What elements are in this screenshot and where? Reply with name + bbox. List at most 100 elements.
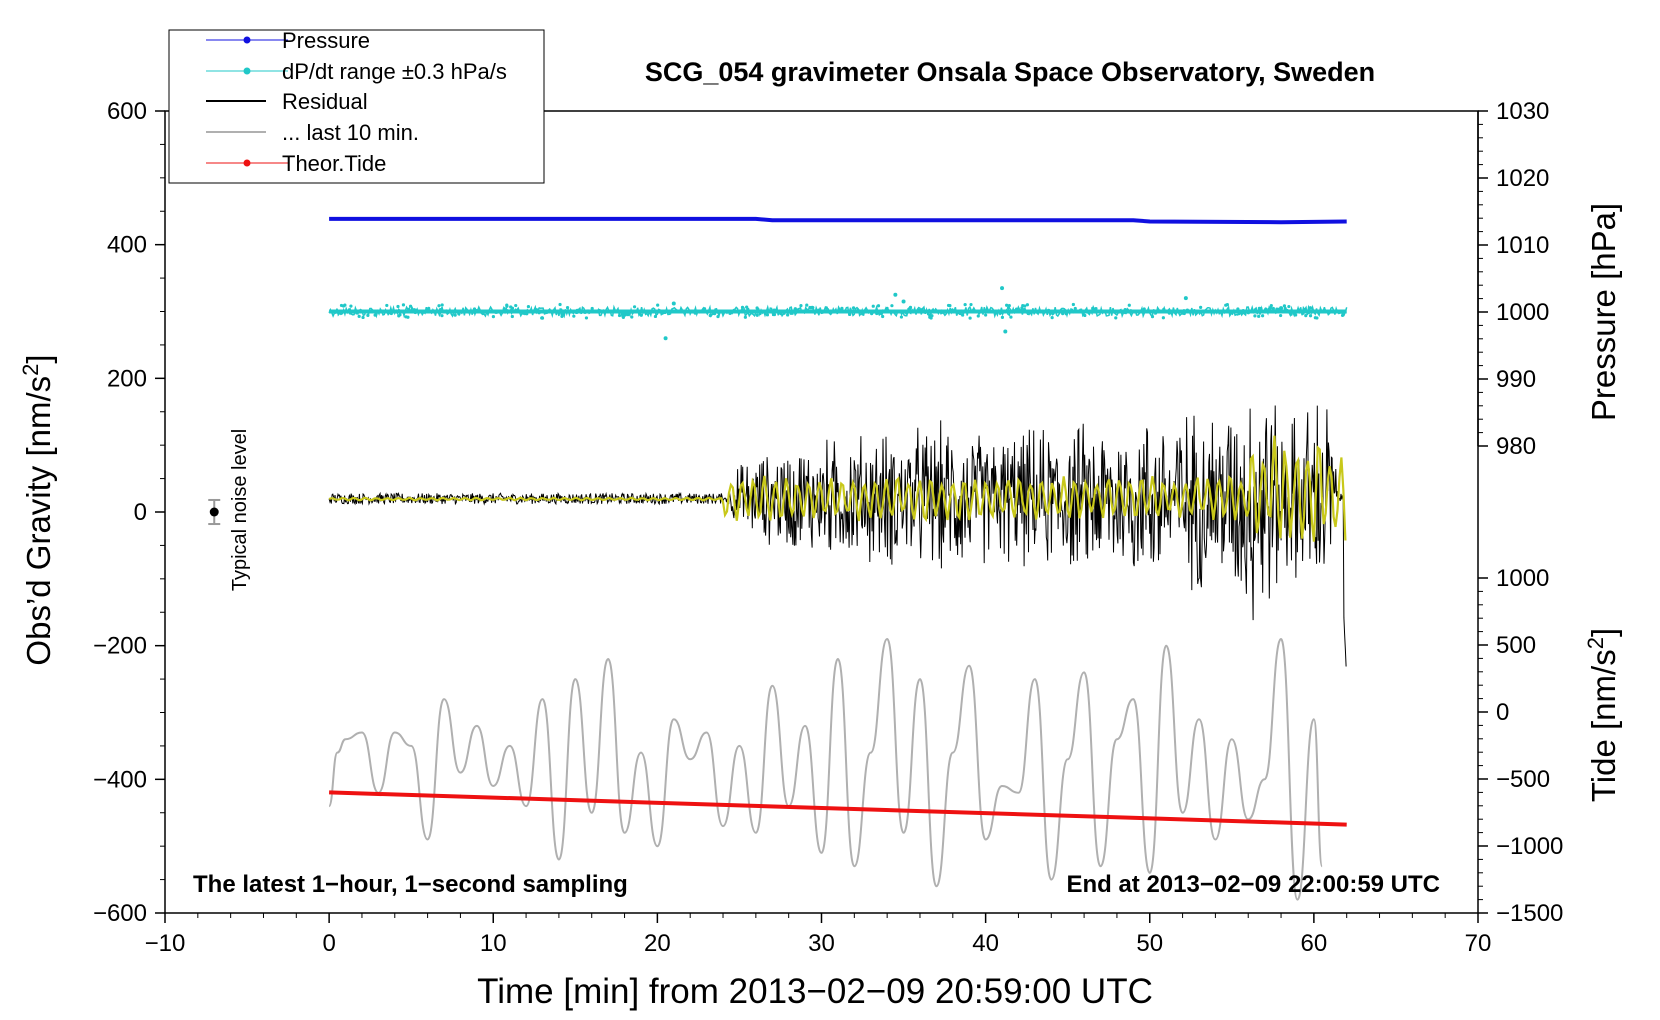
dpdt-point [343, 303, 347, 307]
dpdt-point [632, 305, 637, 309]
dpdt-point [789, 311, 793, 315]
dpdt-point [1283, 306, 1287, 311]
dpdt-point [1313, 316, 1317, 320]
dpdt-point [639, 313, 643, 317]
dpdt-point [805, 303, 809, 307]
dpdt-point [621, 315, 625, 319]
legend-entry-residual: Residual [206, 89, 368, 114]
dpdt-point [361, 315, 365, 320]
dpdt-point [755, 306, 759, 310]
dpdt-point [440, 303, 444, 307]
dpdt-point [444, 310, 449, 314]
dpdt-point [1025, 303, 1030, 307]
dpdt-point [1014, 307, 1019, 311]
dpdt-point [1114, 316, 1118, 320]
dpdt-point [1289, 312, 1293, 316]
dpdt-point [597, 308, 601, 313]
dpdt-point [946, 303, 951, 308]
series-last10-line [328, 637, 1324, 901]
dpdt-point [708, 313, 712, 318]
dpdt-point [876, 311, 880, 315]
x-tick-label: 10 [480, 930, 507, 957]
tide-tick-label: −500 [1496, 766, 1550, 793]
dpdt-point [851, 306, 856, 310]
dpdt-point [453, 313, 457, 317]
dpdt-point [940, 309, 944, 313]
legend-label-last10: ... last 10 min. [282, 120, 419, 145]
dpdt-point [565, 306, 570, 310]
dpdt-point [357, 314, 361, 318]
x-tick-label: 0 [322, 930, 335, 957]
dpdt-point [330, 310, 334, 314]
dpdt-point [1259, 306, 1263, 311]
dpdt-point [1241, 308, 1245, 313]
dpdt-point [702, 307, 707, 311]
dpdt-point [1162, 307, 1166, 312]
dpdt-point [406, 315, 410, 319]
dpdt-point [1127, 303, 1131, 307]
dpdt-point [349, 304, 353, 308]
dpdt-point [1287, 304, 1291, 309]
dpdt-point [510, 308, 514, 312]
legend-label-residual: Residual [282, 89, 368, 114]
dpdt-point [510, 314, 514, 319]
y-axis-label-close: ] [20, 354, 57, 363]
annotation-bottom-left: The latest 1−hour, 1−second sampling [193, 871, 628, 898]
x-tick-label: 60 [1301, 930, 1328, 957]
dpdt-point [741, 309, 745, 313]
dpdt-point [575, 308, 579, 312]
dpdt-point [961, 313, 965, 317]
legend-entry-pressure: Pressure [206, 28, 370, 53]
y-axis-label-sup: 2 [18, 364, 43, 376]
dpdt-point [572, 314, 576, 318]
dpdt-point [793, 307, 797, 311]
dpdt-point [1253, 314, 1257, 318]
dpdt-point [1193, 309, 1198, 314]
dpdt-point [514, 303, 518, 308]
y-axis-pressure: 980 990 1000 1010 1020 1030 [1477, 98, 1549, 460]
series-layer [328, 216, 1348, 901]
tide-axis-label-close: ] [1585, 628, 1622, 637]
dpdt-point [1064, 312, 1068, 316]
x-tick-label: 70 [1465, 930, 1492, 957]
y-tick-label: −200 [93, 633, 147, 660]
dpdt-point [373, 313, 377, 317]
dpdt-point [1123, 308, 1127, 312]
dpdt-point [584, 316, 589, 320]
y-axis-label: Obs’d Gravity [nm/s2] [18, 354, 57, 665]
tide-axis-label: Tide [nm/s2] [1583, 628, 1622, 802]
dpdt-point [617, 313, 622, 318]
dpdt-point [1275, 307, 1279, 311]
dpdt-point [1269, 303, 1273, 308]
y-axis-label-main: Obs’d Gravity [nm/s [20, 376, 57, 666]
tide-axis-label-sup: 2 [1583, 637, 1608, 649]
dpdt-point [540, 316, 544, 320]
dpdt-point [740, 305, 745, 309]
dpdt-point [535, 308, 539, 312]
dpdt-point [893, 310, 897, 315]
dpdt-point [521, 311, 525, 315]
dpdt-point [440, 314, 444, 318]
dpdt-point [1094, 306, 1098, 311]
dpdt-point [963, 303, 967, 307]
dpdt-point [795, 309, 799, 314]
dpdt-point [1199, 305, 1203, 309]
dpdt-point [1083, 313, 1087, 318]
y-axis-gravity: −600 −400 −200 0 200 400 600 [93, 98, 165, 927]
dpdt-point [1340, 313, 1345, 318]
dpdt-point [502, 307, 506, 311]
dpdt-point [408, 304, 413, 308]
dpdt-point [743, 315, 747, 319]
dpdt-point [1000, 315, 1005, 319]
pressure-tick-label: 1020 [1496, 165, 1549, 192]
dpdt-point [397, 314, 401, 318]
dpdt-point [1246, 310, 1250, 314]
dpdt-point [366, 313, 370, 317]
dpdt-point [412, 308, 417, 312]
pressure-tick-label: 1010 [1496, 232, 1549, 259]
dpdt-point [661, 310, 666, 314]
dpdt-point [929, 310, 933, 314]
dpdt-outlier-point [663, 336, 668, 341]
dpdt-point [856, 308, 860, 312]
